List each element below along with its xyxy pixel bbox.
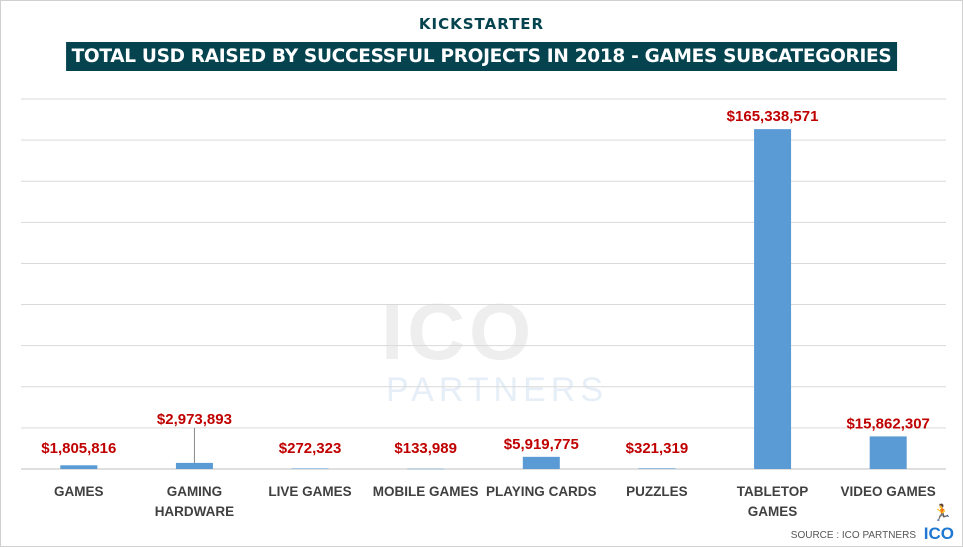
kickstarter-logo: KICKSTARTER bbox=[418, 15, 545, 33]
category-label: GAMES bbox=[54, 484, 104, 499]
data-label: $1,805,816 bbox=[41, 440, 116, 457]
watermark-logo: ICO bbox=[381, 287, 536, 376]
category-label: GAMING bbox=[167, 484, 223, 499]
category-label: GAMES bbox=[748, 504, 798, 519]
runner-icon: 🏃 bbox=[932, 505, 952, 522]
bar-6 bbox=[754, 129, 792, 469]
watermark-subtext: PARTNERS bbox=[386, 371, 609, 409]
category-label: VIDEO GAMES bbox=[841, 484, 936, 499]
data-label: $15,862,307 bbox=[846, 415, 929, 432]
ico-logo: ICO bbox=[923, 524, 954, 543]
data-label: $321,319 bbox=[626, 440, 689, 457]
bar-4 bbox=[522, 456, 560, 469]
category-label: HARDWARE bbox=[155, 504, 235, 519]
data-label: $2,973,893 bbox=[157, 411, 232, 428]
category-label: MOBILE GAMES bbox=[373, 484, 479, 499]
data-label: $272,323 bbox=[279, 440, 342, 457]
bar-2 bbox=[291, 468, 329, 469]
category-label: LIVE GAMES bbox=[268, 484, 351, 499]
data-label: $5,919,775 bbox=[504, 436, 579, 453]
source-note: SOURCE : ICO PARTNERS bbox=[790, 530, 916, 541]
data-label: $165,338,571 bbox=[727, 108, 819, 125]
data-label: $133,989 bbox=[394, 440, 457, 457]
bar-5 bbox=[638, 468, 676, 469]
category-label: PUZZLES bbox=[626, 484, 688, 499]
bar-0 bbox=[60, 465, 98, 469]
bar-7 bbox=[869, 436, 907, 469]
category-label: PLAYING CARDS bbox=[486, 484, 597, 499]
category-label: TABLETOP bbox=[737, 484, 809, 499]
bar-3 bbox=[407, 468, 445, 470]
chart-title: TOTAL USD RAISED BY SUCCESSFUL PROJECTS … bbox=[65, 42, 898, 71]
bar-1 bbox=[175, 462, 213, 469]
